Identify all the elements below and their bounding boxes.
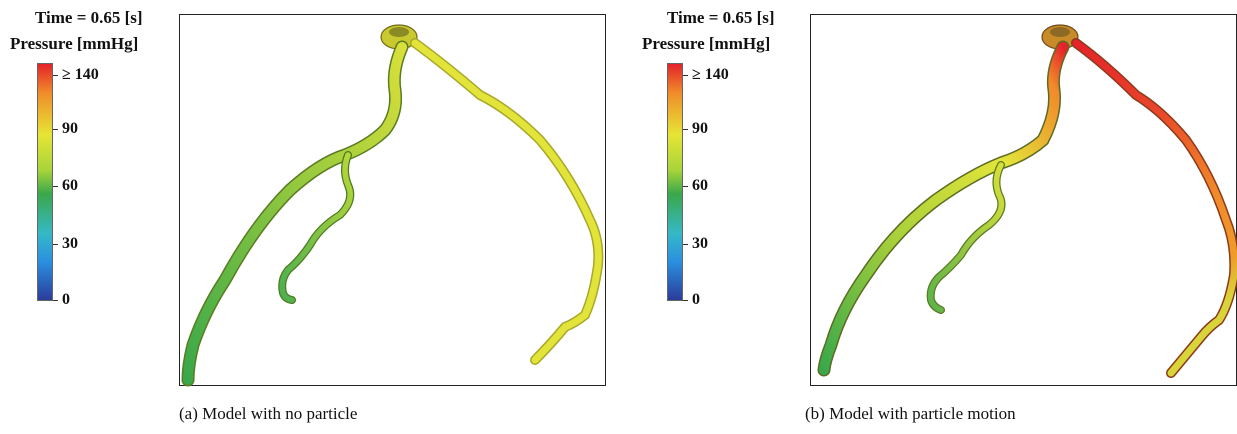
tickmark	[53, 129, 58, 130]
time-label: Time = 0.65 [s]	[667, 8, 775, 27]
artery-model-image	[817, 24, 1237, 378]
tickmark	[53, 300, 58, 301]
pressure-label: Pressure [mmHg]	[10, 34, 139, 53]
right-artery	[411, 39, 602, 364]
tick-label: 30	[692, 235, 708, 252]
right-artery-outline	[410, 38, 604, 365]
side-branch	[279, 152, 353, 303]
tick-label: 60	[692, 177, 708, 194]
tick-label: ≥ 140	[62, 66, 99, 83]
artery-plot	[179, 14, 606, 387]
pressure-label: Pressure [mmHg]	[642, 34, 771, 53]
tick-label: 90	[692, 120, 708, 137]
tick-label: 60	[62, 177, 78, 194]
side-branch	[927, 162, 1005, 313]
pressure-colorbar	[37, 63, 53, 301]
tickmark	[53, 244, 58, 245]
tick-label: 0	[62, 291, 70, 308]
tick-label: 30	[62, 235, 78, 252]
time-label: Time = 0.65 [s]	[35, 8, 143, 27]
artery-plot	[810, 14, 1237, 386]
left-artery	[183, 42, 407, 385]
tick-label: 90	[62, 120, 78, 137]
caption-b: (b) Model with particle motion	[805, 404, 1016, 423]
panel-a: Time = 0.65 [s] Pressure [mmHg] ≥ 140 90…	[0, 0, 618, 434]
tickmark	[683, 186, 688, 187]
caption-a: (a) Model with no particle	[179, 404, 358, 423]
tickmark	[53, 75, 58, 76]
tick-label: 0	[692, 291, 700, 308]
left-artery-outline	[817, 40, 1070, 377]
left-artery	[819, 42, 1068, 375]
tickmark	[53, 186, 58, 187]
tickmark	[683, 129, 688, 130]
tickmark	[683, 75, 688, 76]
left-artery-outline	[181, 40, 409, 387]
tickmark	[683, 300, 688, 301]
aortic-root-opening	[1050, 27, 1070, 37]
tickmark	[683, 244, 688, 245]
aortic-root-opening	[389, 27, 409, 37]
artery-model-image	[181, 24, 604, 387]
panel-b: Time = 0.65 [s] Pressure [mmHg] ≥ 140 90…	[630, 0, 1237, 434]
tick-label: ≥ 140	[692, 66, 729, 83]
right-artery	[1072, 39, 1237, 377]
pressure-colorbar	[667, 63, 683, 301]
